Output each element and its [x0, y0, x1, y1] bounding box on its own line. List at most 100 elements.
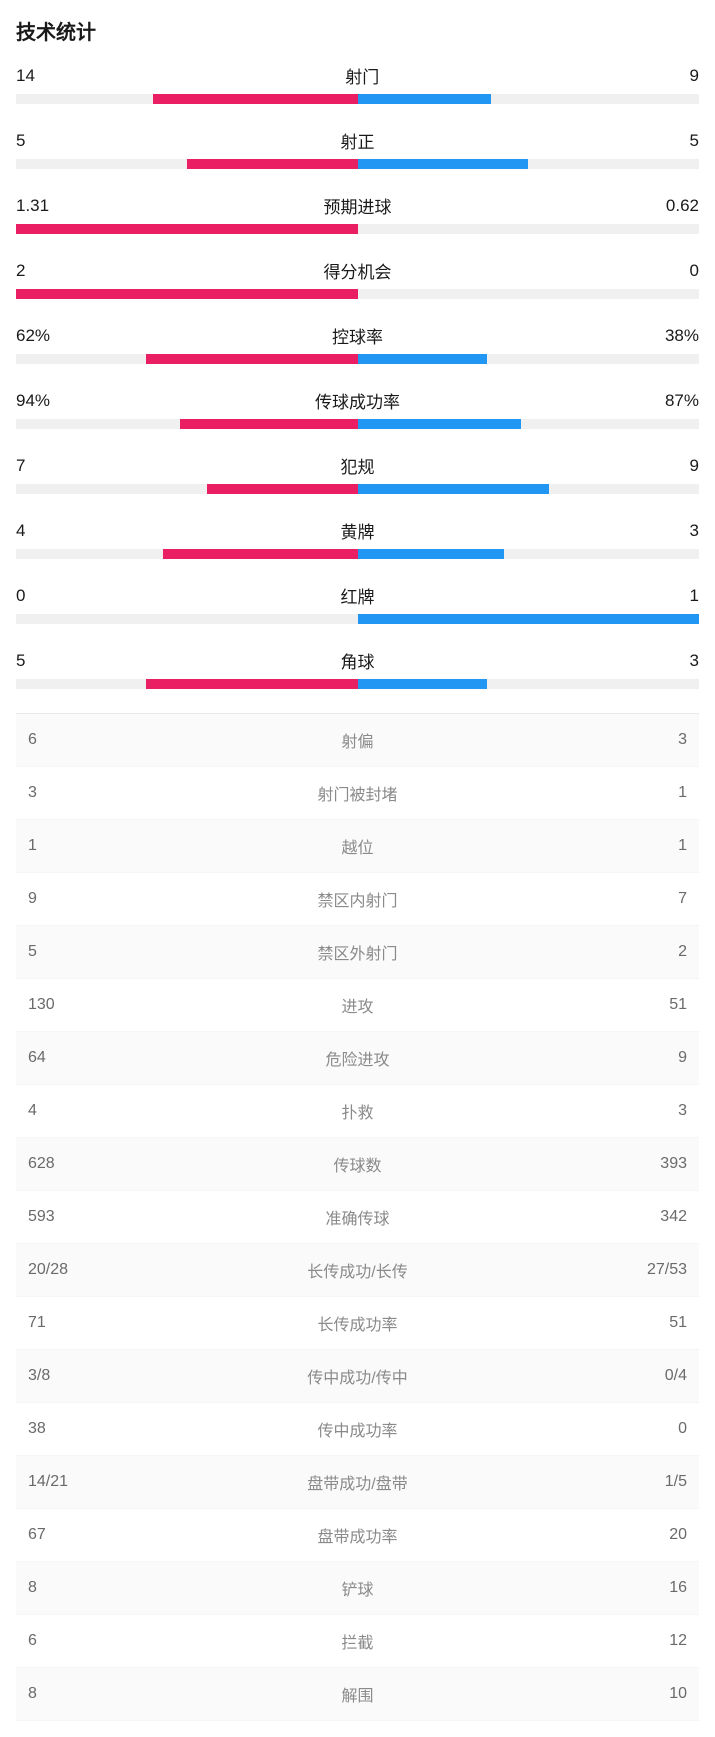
bar-left-half	[16, 94, 358, 104]
bar-stat-label: 传球成功率	[50, 388, 665, 413]
table-left-value: 3	[28, 784, 148, 802]
table-right-value: 51	[567, 996, 687, 1014]
table-label: 传球数	[148, 1152, 567, 1176]
table-left-value: 20/28	[28, 1261, 148, 1279]
table-left-value: 71	[28, 1314, 148, 1332]
table-left-value: 38	[28, 1420, 148, 1438]
table-right-value: 51	[567, 1314, 687, 1332]
table-row: 9 禁区内射门 7	[16, 873, 699, 926]
table-right-value: 16	[567, 1579, 687, 1597]
table-right-value: 2	[567, 943, 687, 961]
bar-left-fill	[16, 289, 358, 299]
bar-track	[16, 94, 699, 104]
bar-stat-label: 角球	[25, 648, 689, 673]
bar-stat-right-value: 87%	[665, 391, 699, 411]
bar-left-fill	[180, 419, 358, 429]
table-row: 14/21 盘带成功/盘带 1/5	[16, 1456, 699, 1509]
bar-stat-label: 犯规	[25, 453, 689, 478]
table-right-value: 9	[567, 1049, 687, 1067]
table-left-value: 67	[28, 1526, 148, 1544]
bar-stat-left-value: 62%	[16, 326, 50, 346]
table-right-value: 1	[567, 784, 687, 802]
table-label: 传中成功/传中	[148, 1364, 567, 1388]
bar-left-fill	[187, 159, 358, 169]
bar-right-half	[358, 354, 700, 364]
bar-right-half	[358, 159, 700, 169]
bar-stat-row: 62% 控球率 38%	[16, 323, 699, 364]
table-row: 38 传中成功率 0	[16, 1403, 699, 1456]
bar-stat-label: 控球率	[50, 323, 665, 348]
table-right-value: 3	[567, 731, 687, 749]
bar-right-fill	[358, 679, 488, 689]
bar-left-fill	[163, 549, 358, 559]
table-label: 长传成功率	[148, 1311, 567, 1335]
bar-stat-row: 94% 传球成功率 87%	[16, 388, 699, 429]
table-right-value: 1	[567, 837, 687, 855]
bar-stat-row: 4 黄牌 3	[16, 518, 699, 559]
table-right-value: 0	[567, 1420, 687, 1438]
bar-stat-right-value: 9	[690, 66, 699, 86]
bar-stat-row: 2 得分机会 0	[16, 258, 699, 299]
bar-stat-label: 射正	[25, 128, 689, 153]
bar-stat-right-value: 5	[690, 131, 699, 151]
table-row: 67 盘带成功率 20	[16, 1509, 699, 1562]
table-row: 6 拦截 12	[16, 1615, 699, 1668]
table-right-value: 393	[567, 1155, 687, 1173]
bar-stat-label: 射门	[35, 63, 690, 88]
table-label: 射偏	[148, 728, 567, 752]
bar-stat-row: 5 射正 5	[16, 128, 699, 169]
bar-left-half	[16, 354, 358, 364]
bar-left-half	[16, 289, 358, 299]
bar-left-fill	[146, 679, 358, 689]
bar-left-fill	[146, 354, 358, 364]
bar-stat-row: 1.31 预期进球 0.62	[16, 193, 699, 234]
bar-stat-header: 4 黄牌 3	[16, 518, 699, 543]
table-label: 铲球	[148, 1576, 567, 1600]
bar-stat-left-value: 14	[16, 66, 35, 86]
bar-left-half	[16, 679, 358, 689]
bar-right-half	[358, 549, 700, 559]
bar-right-fill	[358, 159, 529, 169]
bar-track	[16, 159, 699, 169]
bar-stat-row: 14 射门 9	[16, 63, 699, 104]
bar-left-fill	[207, 484, 357, 494]
bar-left-half	[16, 224, 358, 234]
table-label: 禁区外射门	[148, 940, 567, 964]
table-left-value: 5	[28, 943, 148, 961]
bar-track	[16, 679, 699, 689]
bar-stats-container: 14 射门 9 5 射正 5 1.31	[16, 63, 699, 689]
bar-track	[16, 354, 699, 364]
table-label: 盘带成功率	[148, 1523, 567, 1547]
bar-left-half	[16, 159, 358, 169]
table-left-value: 9	[28, 890, 148, 908]
bar-right-half	[358, 224, 700, 234]
table-left-value: 4	[28, 1102, 148, 1120]
bar-stat-header: 5 射正 5	[16, 128, 699, 153]
table-label: 进攻	[148, 993, 567, 1017]
bar-left-half	[16, 549, 358, 559]
bar-stat-header: 5 角球 3	[16, 648, 699, 673]
bar-left-half	[16, 419, 358, 429]
bar-track	[16, 549, 699, 559]
bar-stat-right-value: 0.62	[666, 196, 699, 216]
table-row: 20/28 长传成功/长传 27/53	[16, 1244, 699, 1297]
table-row: 6 射偏 3	[16, 714, 699, 767]
table-row: 628 传球数 393	[16, 1138, 699, 1191]
bar-left-fill	[16, 224, 358, 234]
table-row: 8 解围 10	[16, 1668, 699, 1721]
bar-stat-left-value: 4	[16, 521, 25, 541]
bar-stat-header: 94% 传球成功率 87%	[16, 388, 699, 413]
table-row: 8 铲球 16	[16, 1562, 699, 1615]
bar-track	[16, 224, 699, 234]
table-left-value: 628	[28, 1155, 148, 1173]
table-label: 禁区内射门	[148, 887, 567, 911]
table-left-value: 6	[28, 731, 148, 749]
table-right-value: 7	[567, 890, 687, 908]
bar-right-half	[358, 419, 700, 429]
bar-stat-left-value: 0	[16, 586, 25, 606]
bar-stat-row: 0 红牌 1	[16, 583, 699, 624]
bar-stat-right-value: 1	[690, 586, 699, 606]
table-row: 3 射门被封堵 1	[16, 767, 699, 820]
table-row: 71 长传成功率 51	[16, 1297, 699, 1350]
table-label: 射门被封堵	[148, 781, 567, 805]
